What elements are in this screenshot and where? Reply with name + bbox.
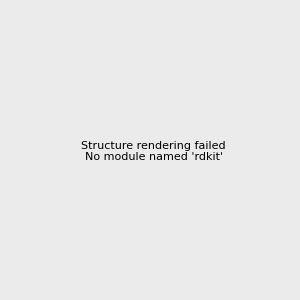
Text: Structure rendering failed
No module named 'rdkit': Structure rendering failed No module nam… (81, 141, 226, 162)
